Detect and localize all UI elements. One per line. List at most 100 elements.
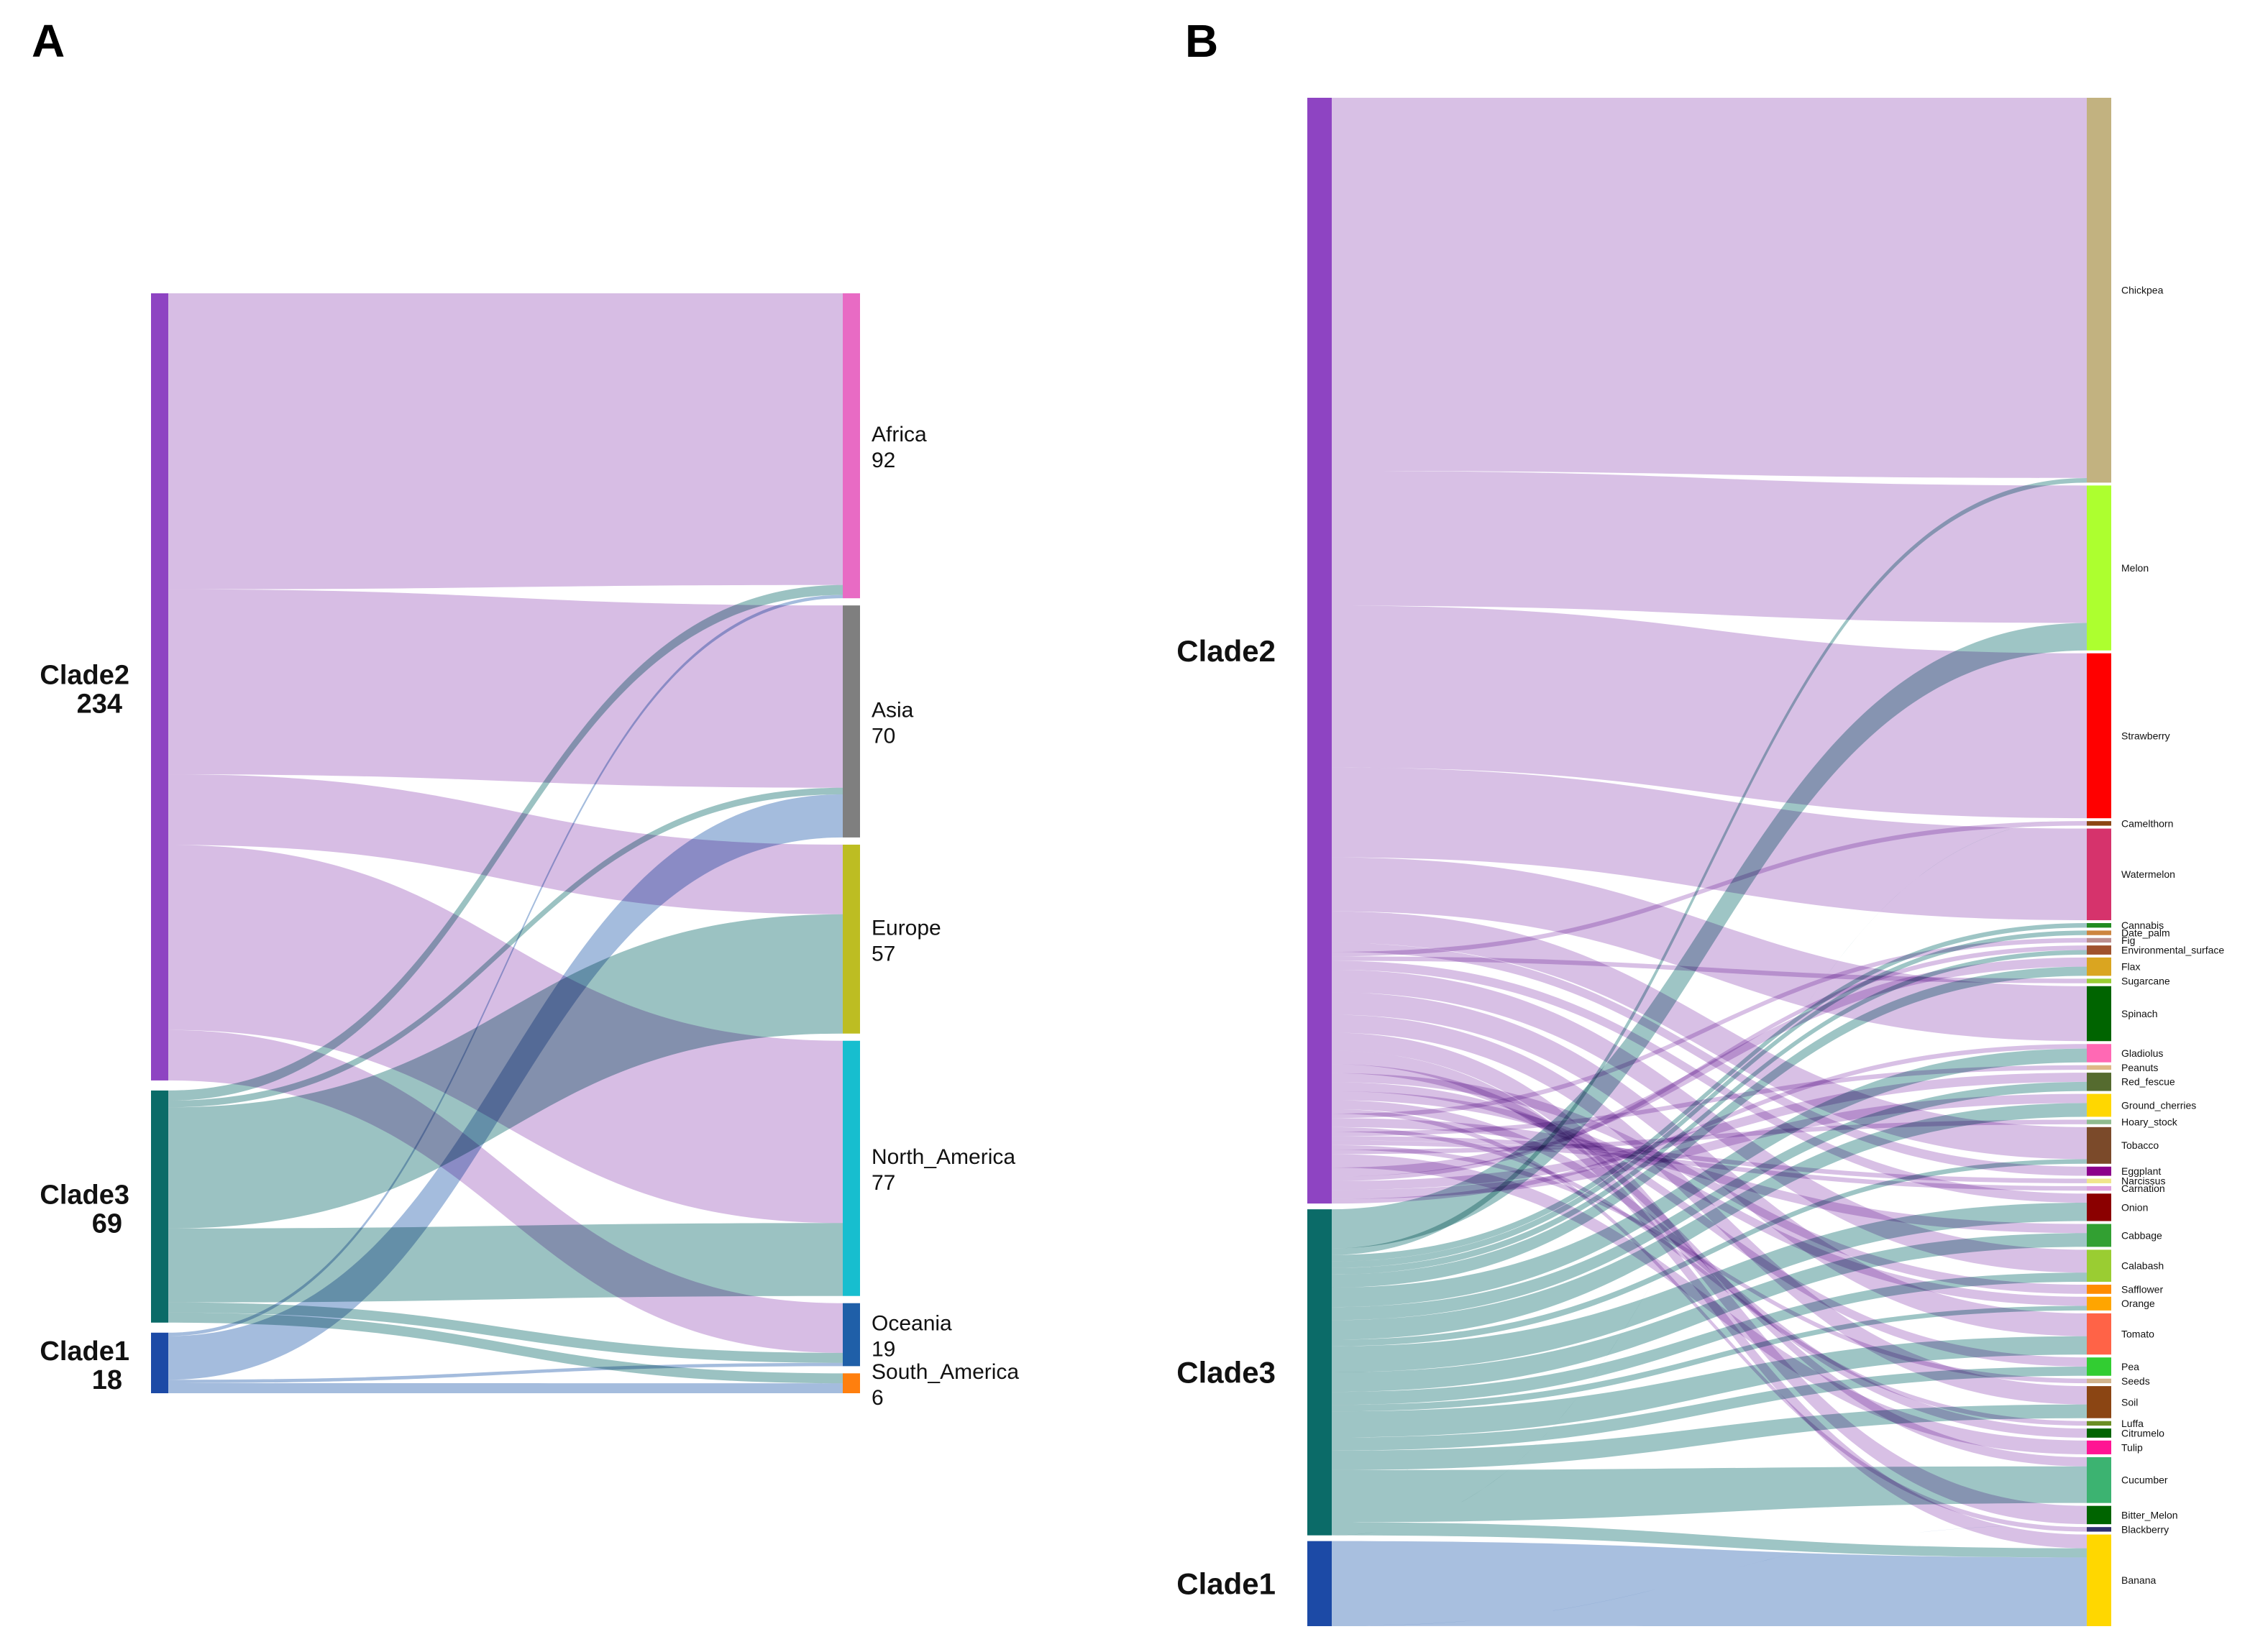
target-node-camelthorn xyxy=(2087,821,2111,826)
flow-clade3-to-chickpea xyxy=(1332,477,2087,1255)
flow-clade2-to-narcissus xyxy=(1332,1136,2087,1183)
target-label-luffa: Luffa xyxy=(2121,1418,2144,1429)
target-node-environmental-surface xyxy=(2087,945,2111,955)
source-node-clade3 xyxy=(1307,1209,1332,1536)
flow-clade2-to-carnation xyxy=(1332,1140,2087,1191)
target-node-spinach xyxy=(2087,986,2111,1042)
flow-clade3-to-africa xyxy=(168,584,843,1101)
source-node-clade2 xyxy=(151,293,168,1081)
target-node-tulip xyxy=(2087,1440,2111,1454)
flow-clade3-to-date-palm xyxy=(1332,930,2087,1268)
flow-clade3-to-calabash xyxy=(1332,1272,2087,1405)
target-label-carnation: Carnation xyxy=(2121,1183,2165,1194)
flow-clade3-to-soil xyxy=(1332,1404,2087,1470)
target-value-north-america: 77 xyxy=(872,1171,895,1195)
flow-clade2-to-asia xyxy=(168,589,843,788)
target-value-oceania: 19 xyxy=(872,1338,895,1362)
target-node-date-palm xyxy=(2087,930,2111,935)
target-node-banana xyxy=(2087,1534,2111,1626)
panel-b-letter: B xyxy=(1185,15,1219,67)
target-label-cannabis: Cannabis xyxy=(2121,919,2164,931)
flow-clade2-to-citrumelo xyxy=(1332,1100,2087,1438)
target-node-cannabis xyxy=(2087,923,2111,928)
flow-clade2-to-fig xyxy=(1332,937,2087,1119)
target-node-tomato xyxy=(2087,1313,2111,1355)
flow-clade3-to-banana xyxy=(1332,1522,2087,1558)
target-node-flax xyxy=(2087,957,2111,976)
flow-clade3-to-gladiolus xyxy=(1332,1048,2087,1308)
target-label-tulip: Tulip xyxy=(2121,1441,2143,1453)
flow-clade1-to-africa xyxy=(168,595,843,1336)
target-node-blackberry xyxy=(2087,1527,2111,1532)
flow-clade2-to-eggplant xyxy=(1332,942,2087,1176)
flow-clade1-to-bitter-melon xyxy=(1332,1524,2087,1626)
target-label-soil: Soil xyxy=(2121,1396,2138,1408)
source-label-clade1: Clade1 xyxy=(1176,1567,1276,1601)
target-node-strawberry xyxy=(2087,653,2111,819)
flow-clade3-to-asia xyxy=(168,787,843,1108)
target-label-hoary-stock: Hoary_stock xyxy=(2121,1116,2178,1128)
flow-clade2-to-africa xyxy=(168,293,843,589)
flow-clade3-to-tobacco xyxy=(1332,1159,2087,1346)
target-node-calabash xyxy=(2087,1249,2111,1283)
flow-clade2-to-strawberry xyxy=(1332,605,2087,819)
target-label-seeds: Seeds xyxy=(2121,1375,2150,1387)
flow-clade2-to-onion xyxy=(1332,960,2087,1203)
target-node-peanuts xyxy=(2087,1065,2111,1070)
flow-clade2-to-oceania xyxy=(168,1029,843,1353)
target-node-pea xyxy=(2087,1357,2111,1376)
target-node-cucumber xyxy=(2087,1456,2111,1503)
target-value-africa: 92 xyxy=(872,449,895,472)
target-label-melon: Melon xyxy=(2121,562,2149,574)
target-node-fig xyxy=(2087,937,2111,943)
flow-clade3-to-orange xyxy=(1332,1306,2087,1412)
target-label-peanuts: Peanuts xyxy=(2121,1062,2158,1073)
target-label-ground-cherries: Ground_cherries xyxy=(2121,1099,2196,1111)
flows xyxy=(1332,98,2087,1626)
target-node-cabbage xyxy=(2087,1224,2111,1247)
source-label-clade3: Clade3 xyxy=(1176,1356,1276,1390)
flow-clade3-to-onion xyxy=(1332,1203,2087,1372)
target-label-fig: Fig xyxy=(2121,935,2135,946)
target-node-melon xyxy=(2087,485,2111,651)
flow-clade2-to-soil xyxy=(1332,1014,2087,1405)
flow-clade3-to-ground-cherries xyxy=(1332,1103,2087,1340)
panel-a-letter: A xyxy=(32,15,65,67)
target-label-eggplant: Eggplant xyxy=(2121,1165,2161,1177)
target-node-narcissus xyxy=(2087,1178,2111,1183)
flow-clade2-to-chickpea xyxy=(1332,98,2087,478)
flow-clade3-to-tomato xyxy=(1332,1336,2087,1438)
target-label-chickpea: Chickpea xyxy=(2121,285,2164,296)
target-label-date-palm: Date_palm xyxy=(2121,927,2170,938)
flow-clade1-to-banana xyxy=(1332,1541,2087,1626)
target-label-safflower: Safflower xyxy=(2121,1283,2163,1295)
target-node-south-america xyxy=(843,1373,860,1393)
target-node-citrumelo xyxy=(2087,1428,2111,1438)
target-label-orange: Orange xyxy=(2121,1298,2155,1309)
target-label-blackberry: Blackberry xyxy=(2121,1523,2169,1535)
target-node-carnation xyxy=(2087,1185,2111,1191)
target-label-strawberry: Strawberry xyxy=(2121,730,2170,741)
source-value-clade2: 234 xyxy=(77,689,122,719)
source-label-clade2: Clade2 xyxy=(1176,634,1276,668)
flow-clade2-to-tobacco xyxy=(1332,911,2087,1160)
source-label-clade1: Clade1 xyxy=(40,1336,129,1367)
target-label-north-america: North_America xyxy=(872,1145,1015,1169)
flow-clade3-to-melon xyxy=(1332,623,2087,1249)
target-label-watermelon: Watermelon xyxy=(2121,868,2175,880)
flow-clade3-to-cannabis xyxy=(1332,923,2087,1262)
target-label-calabash: Calabash xyxy=(2121,1260,2164,1272)
target-node-safflower xyxy=(2087,1285,2111,1294)
flow-clade2-to-watermelon xyxy=(1332,767,2087,921)
target-node-hoary-stock xyxy=(2087,1119,2111,1124)
flow-clade1-to-asia xyxy=(168,794,843,1380)
target-node-eggplant xyxy=(2087,1166,2111,1176)
source-node-clade3 xyxy=(151,1090,168,1323)
target-node-africa xyxy=(843,293,860,599)
target-label-onion: Onion xyxy=(2121,1201,2148,1213)
target-node-luffa xyxy=(2087,1421,2111,1426)
target-node-europe xyxy=(843,844,860,1034)
flows xyxy=(168,293,843,1393)
target-label-oceania: Oceania xyxy=(872,1312,952,1336)
